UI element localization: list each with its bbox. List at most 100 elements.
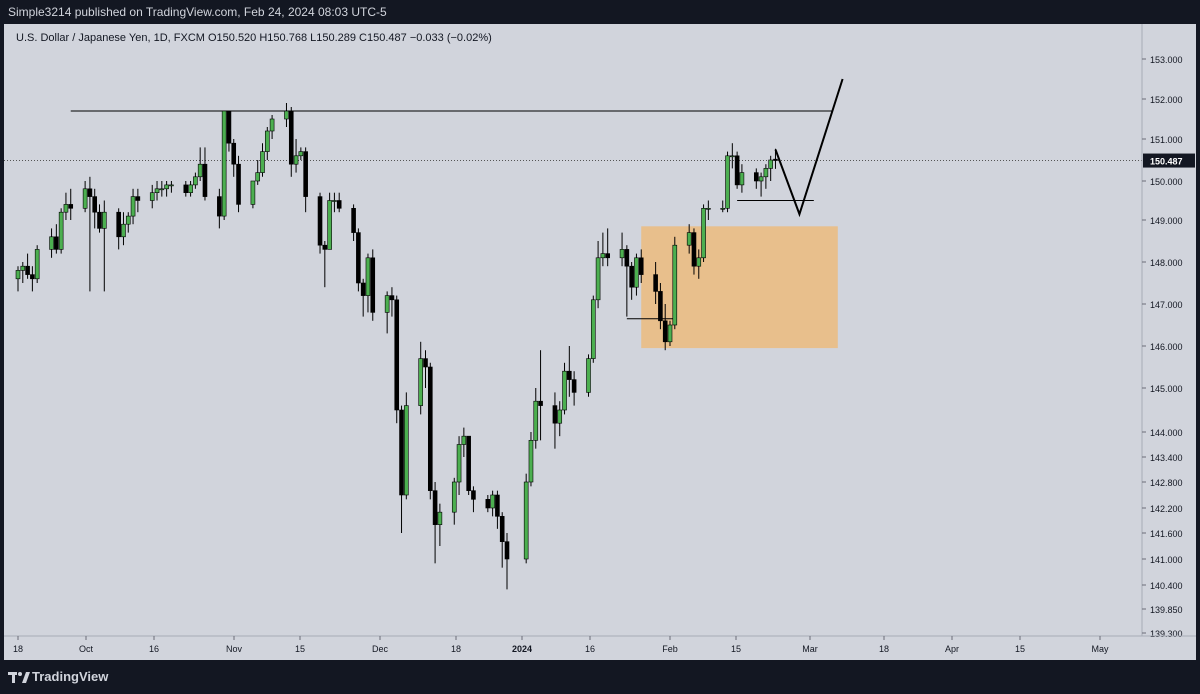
candle-body (58, 211, 64, 250)
candle-body (54, 236, 59, 250)
price-tick-label: 142.200 (1150, 504, 1183, 514)
candle-body (188, 184, 193, 193)
candle-body (423, 358, 428, 368)
candle-body (730, 155, 735, 158)
candle-body (63, 204, 69, 213)
candle-body (466, 435, 471, 491)
price-tick-label: 141.600 (1150, 529, 1183, 539)
time-tick-label: Dec (372, 644, 389, 654)
candle-body (461, 435, 467, 445)
price-tick-label: 148.000 (1150, 258, 1183, 268)
candle-body (629, 265, 634, 288)
candle-body (437, 511, 443, 525)
candle-body (34, 249, 40, 280)
candle-body (264, 130, 270, 152)
price-tick-label: 152.000 (1150, 95, 1183, 105)
candle-body (706, 208, 711, 210)
candle-body (523, 481, 529, 560)
price-tick-label: 144.000 (1150, 428, 1183, 438)
candle-body (149, 192, 155, 201)
candle-body (351, 208, 356, 233)
price-tick-label: 143.400 (1150, 453, 1183, 463)
candle-body (221, 110, 227, 217)
candle-body (696, 257, 702, 267)
candle-body (327, 200, 332, 250)
candle-body (298, 151, 304, 157)
candle-body (193, 176, 198, 186)
symbol-legend: U.S. Dollar / Japanese Yen, 1D, FXCM O15… (16, 32, 492, 44)
footer-bar: TradingView (0, 660, 1200, 694)
candle-body (68, 204, 74, 209)
candle-body (533, 400, 539, 441)
candle-body (504, 541, 510, 560)
candle-body (226, 110, 232, 144)
price-tick-label: 146.000 (1150, 342, 1183, 352)
candle-body (571, 379, 577, 393)
price-tick-label: 142.800 (1150, 478, 1183, 488)
chart-background (4, 24, 1196, 660)
candle-body (250, 180, 256, 205)
candle-body (600, 253, 606, 259)
candle-body (49, 236, 54, 250)
price-tick-label: 145.000 (1150, 384, 1183, 394)
price-tick-label: 150.000 (1150, 177, 1183, 187)
candle-body (562, 370, 567, 411)
candle-body (97, 211, 102, 229)
candle-body (490, 494, 495, 509)
candle-body (495, 494, 500, 517)
time-tick-label: 16 (149, 644, 159, 654)
price-tick-label: 141.000 (1150, 555, 1183, 565)
published-header: Simple3214 published on TradingView.com,… (0, 0, 1200, 24)
candle-body (322, 244, 328, 250)
candle-body (686, 232, 692, 246)
candle-body (260, 151, 265, 173)
time-tick-label: 15 (1015, 644, 1025, 654)
candle-body (236, 163, 241, 205)
candle-body (691, 232, 697, 267)
candle-body (567, 370, 572, 380)
candle-body (399, 409, 404, 496)
candle-body (197, 163, 203, 178)
candle-body (284, 110, 289, 120)
candle-body (662, 320, 668, 343)
candle-body (384, 295, 390, 313)
price-tick-label: 140.400 (1150, 581, 1183, 591)
candle-body (672, 244, 678, 326)
candle-body (590, 299, 596, 359)
price-tick-label: 153.000 (1150, 55, 1183, 65)
candle-body (317, 196, 323, 246)
price-tick-label: 151.000 (1150, 135, 1183, 145)
candle-body (293, 155, 299, 165)
candle-body (255, 172, 261, 182)
candle-body (169, 184, 174, 187)
candle-body (763, 168, 769, 178)
time-tick-label: 18 (13, 644, 23, 654)
candle-body (634, 257, 639, 288)
candle-body (125, 215, 131, 225)
chart-area[interactable]: 153.000 152.000 151.000 150.000 149.000 148.0… (4, 24, 1196, 660)
candle-body (269, 118, 275, 132)
tradingview-brand: TradingView (32, 669, 109, 684)
time-tick-label: Nov (226, 644, 243, 654)
candle-body (87, 188, 93, 197)
candle-body (356, 232, 361, 284)
candle-body (485, 499, 491, 509)
candle-body (667, 324, 673, 343)
candle-body (121, 223, 126, 238)
candle-body (30, 274, 35, 280)
candle-body (499, 516, 505, 542)
price-tick-label: 139.300 (1150, 629, 1183, 639)
candle-body (164, 184, 169, 190)
candle-body (739, 172, 745, 186)
price-chart[interactable]: 153.000 152.000 151.000 150.000 149.000 148.0… (4, 24, 1196, 660)
candle-body (130, 196, 136, 217)
candle-body (159, 188, 165, 191)
time-tick-label: May (1091, 644, 1109, 654)
candle-body (92, 196, 98, 213)
candle-body (202, 163, 208, 197)
candle-body (451, 481, 457, 513)
price-tick-label: 139.850 (1150, 605, 1183, 615)
candle-body (404, 405, 409, 496)
candle-body (360, 282, 366, 296)
candle-body (20, 265, 26, 271)
